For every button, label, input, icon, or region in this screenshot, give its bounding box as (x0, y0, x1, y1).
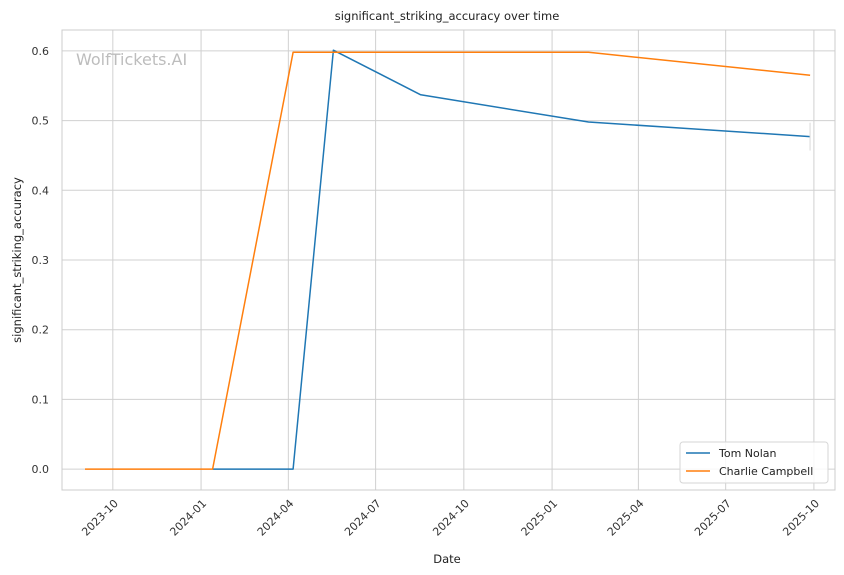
x-tick-label: 2024-04 (255, 497, 297, 539)
x-tick-label: 2025-07 (692, 497, 734, 539)
y-tick-label: 0.0 (32, 463, 50, 476)
y-axis-ticks: 0.0 0.1 0.2 0.3 0.4 0.5 0.6 (32, 45, 50, 476)
series-line-0 (212, 49, 811, 470)
x-axis-title: Date (433, 552, 461, 566)
legend-label: Charlie Campbell (719, 465, 813, 478)
watermark: WolfTickets.AI (76, 50, 187, 69)
plot-area-frame (61, 29, 836, 491)
x-tick-label: 2024-01 (167, 497, 209, 539)
legend-label: Tom Nolan (718, 447, 777, 460)
series-line-1 (85, 51, 811, 470)
x-tick-label: 2023-10 (79, 497, 121, 539)
y-tick-label: 0.3 (32, 254, 50, 267)
series-lines (85, 49, 811, 470)
legend: Tom Nolan Charlie Campbell (679, 441, 829, 484)
x-axis-ticks: 2023-10 2024-01 2024-04 2024-07 2024-10 2025-… (79, 497, 822, 539)
x-tick-label: 2024-07 (342, 497, 384, 539)
y-tick-label: 0.2 (32, 324, 50, 337)
x-tick-label: 2024-10 (430, 497, 472, 539)
y-tick-label: 0.4 (32, 184, 50, 197)
x-tick-label: 2025-01 (519, 497, 561, 539)
y-axis-title: significant_striking_accuracy (10, 177, 24, 343)
y-tick-label: 0.6 (32, 45, 50, 58)
y-tick-label: 0.1 (32, 393, 50, 406)
y-tick-label: 0.5 (32, 115, 50, 128)
x-tick-label: 2025-10 (780, 497, 822, 539)
x-tick-label: 2025-04 (605, 497, 647, 539)
chart-title: significant_striking_accuracy over time (335, 9, 560, 23)
legend-box (679, 441, 829, 484)
